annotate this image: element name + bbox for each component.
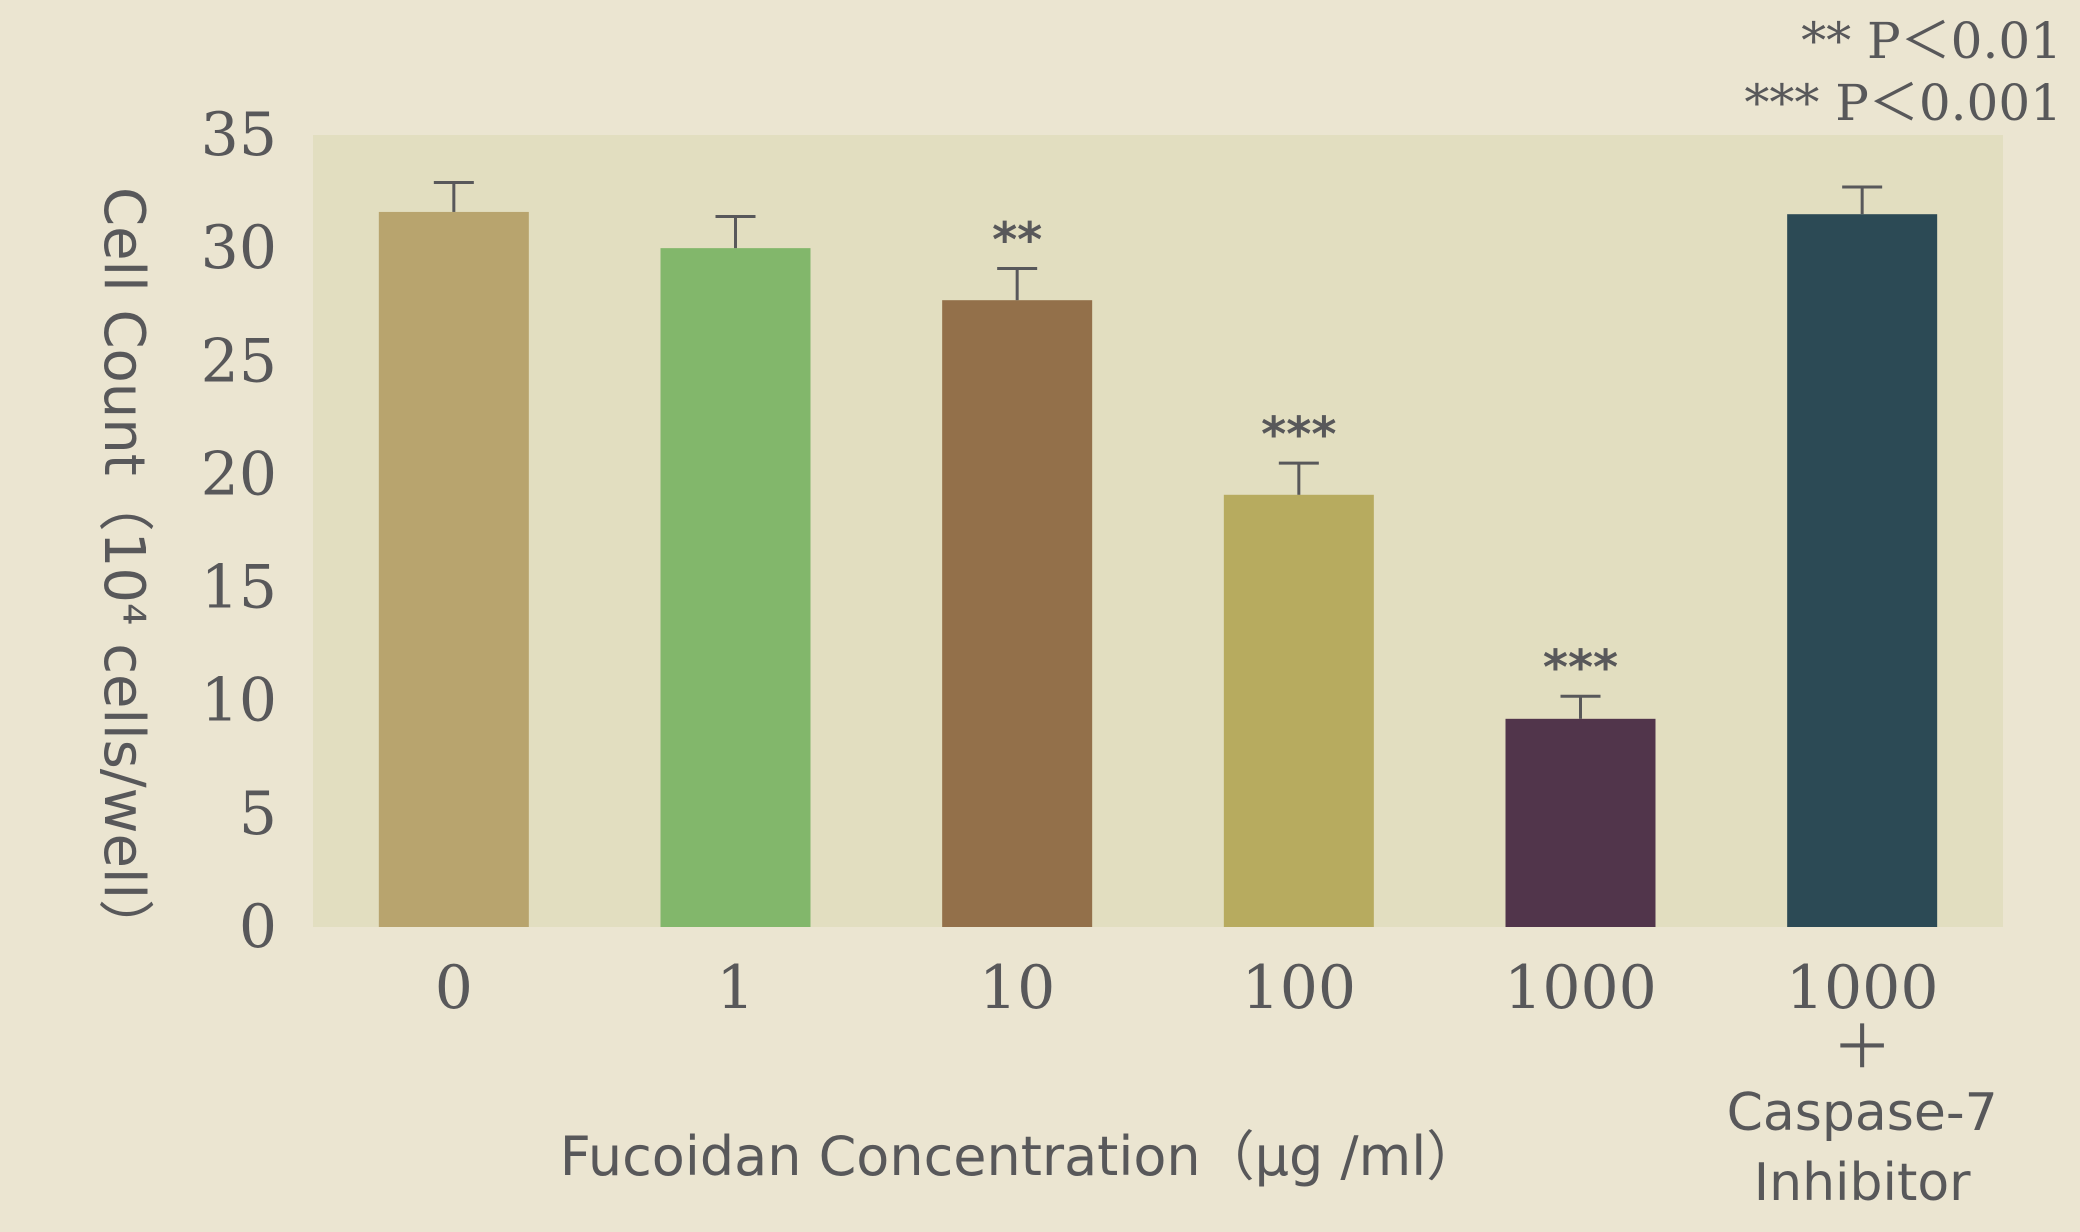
error-bar-4 <box>1560 694 1601 719</box>
x-axis-label: Fucoidan Concentration（μg /ml） <box>560 1125 1480 1188</box>
plot-area <box>313 135 2003 927</box>
y-tick-label: 5 <box>239 779 277 849</box>
bar-0 <box>378 211 529 928</box>
legend-entry: ** P＜0.01 <box>1801 12 2062 70</box>
x-tick-label: 10 <box>979 953 1055 1023</box>
bar-5 <box>1787 214 1938 927</box>
y-tick-label: 10 <box>201 666 277 736</box>
error-bar-1 <box>715 214 756 249</box>
significance-marker: ** <box>992 213 1042 269</box>
bar-2 <box>942 300 1093 927</box>
legend-entry: *** P＜0.001 <box>1744 74 2062 132</box>
x-tick-label: 1000 <box>1504 953 1657 1023</box>
error-bar-3 <box>1278 461 1319 495</box>
y-tick-label: 15 <box>201 553 277 623</box>
x-tick-label: 1000 <box>1786 953 1939 1023</box>
x-tick-label: 100 <box>1242 953 1357 1023</box>
significance-marker: *** <box>1543 640 1618 696</box>
significance-markers: ******** <box>992 213 1618 697</box>
bar-4 <box>1505 718 1656 927</box>
x-tick-sublabel: Caspase-7 <box>1727 1083 1998 1143</box>
error-bar-0 <box>433 181 474 212</box>
y-tick-label: 0 <box>239 892 277 962</box>
x-tick-label: 0 <box>435 953 473 1023</box>
legend: ** P＜0.01*** P＜0.001 <box>1744 12 2062 132</box>
x-tick-sublabel: ＋ <box>1832 1013 1892 1083</box>
bar-3 <box>1223 494 1374 927</box>
y-axis-label: Cell Count（10⁴ cells/well） <box>91 187 156 955</box>
x-tick-sublabel: Inhibitor <box>1754 1153 1971 1213</box>
y-tick-label: 35 <box>201 100 277 170</box>
x-tick-label: 1 <box>716 953 754 1023</box>
significance-marker: *** <box>1261 407 1336 463</box>
bar-1 <box>660 248 811 928</box>
y-axis-ticks: 0 5 10 15 20 25 30 35 <box>201 100 277 962</box>
error-bar-5 <box>1842 185 1883 215</box>
error-bars <box>433 181 1883 719</box>
y-tick-label: 20 <box>201 439 277 509</box>
y-tick-label: 25 <box>201 326 277 396</box>
error-bar-2 <box>997 267 1038 301</box>
bars <box>378 211 1938 928</box>
y-tick-label: 30 <box>201 213 277 283</box>
